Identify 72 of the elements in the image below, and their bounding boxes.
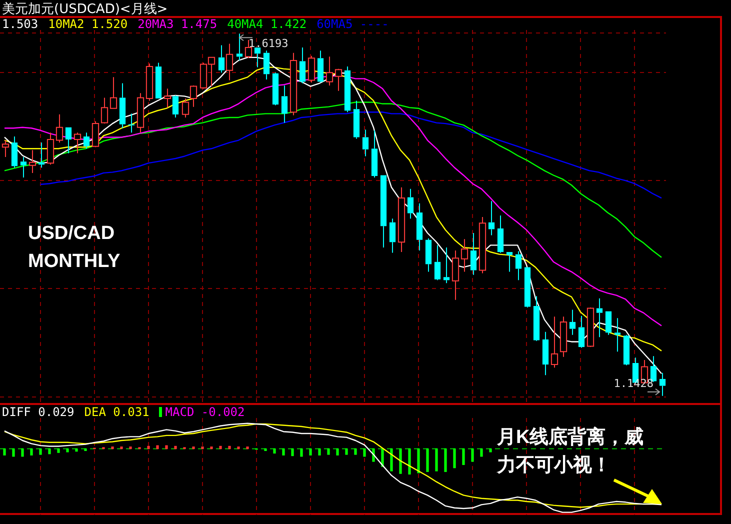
candlestick [46, 132, 54, 166]
candlestick [425, 238, 432, 272]
candlestick [542, 331, 549, 376]
candlestick [353, 100, 360, 140]
text: 10MA2 1.520 [48, 17, 128, 31]
candlestick [434, 244, 441, 281]
text: 20MA3 1.475 [138, 17, 218, 31]
legend-label: MACD -0.002 [165, 405, 245, 419]
candlestick [263, 50, 270, 80]
candlestick [172, 94, 179, 118]
candlestick [334, 68, 342, 92]
candlestick [478, 216, 486, 274]
candlestick [281, 85, 288, 124]
candlestick [20, 156, 27, 178]
candlestick [460, 238, 468, 272]
candlestick [578, 315, 585, 348]
candlestick [371, 130, 378, 178]
candlestick [299, 47, 306, 84]
candlestick [110, 76, 118, 109]
candlestick [190, 85, 198, 108]
candlestick [488, 200, 495, 236]
candlestick [119, 82, 126, 129]
candlestick [452, 250, 460, 300]
candlestick [407, 188, 414, 220]
candlestick [236, 33, 243, 61]
candlestick [128, 113, 135, 134]
candlestick [164, 88, 172, 108]
candlestick [560, 316, 568, 358]
candlestick [506, 252, 513, 272]
candlestick [290, 52, 298, 116]
candlestick [416, 202, 423, 251]
series-label: DEA 0.031 [84, 405, 150, 419]
candlestick [11, 136, 18, 168]
candlestick [470, 232, 477, 276]
candlestick [136, 92, 144, 134]
candlestick [74, 132, 82, 154]
candlestick [344, 66, 351, 113]
candlestick [389, 218, 396, 254]
candlestick [398, 186, 406, 253]
annotation: 1.6193 [248, 36, 288, 50]
candlestick [83, 132, 90, 150]
candlestick [218, 44, 225, 74]
candlestick [226, 43, 234, 81]
candlestick [362, 129, 369, 157]
annotation: 月K线底背离，威力不可小视！ [497, 426, 645, 478]
text: 60MA5 ---- [316, 17, 389, 31]
candlestick [515, 250, 522, 281]
candlestick [533, 296, 540, 342]
candlestick [659, 372, 666, 396]
candlestick [569, 309, 576, 336]
annotation: 1.1428 [614, 377, 654, 390]
candlestick [254, 48, 261, 68]
candlestick [380, 175, 387, 248]
candlestick [443, 246, 450, 284]
candlestick [623, 334, 630, 366]
chart-title: 美元加元(USDCAD)<月线> [2, 1, 168, 18]
candlestick [550, 316, 558, 368]
series-label: DIFF 0.029 [2, 405, 74, 419]
candlestick [596, 298, 603, 338]
candlestick [497, 215, 504, 254]
annotation: USD/CAD MONTHLY [28, 222, 122, 274]
candlestick [614, 318, 621, 352]
candlestick [65, 127, 72, 154]
candlestick [317, 50, 324, 83]
text: 40MA4 1.422 [227, 17, 307, 31]
candlestick [155, 62, 162, 98]
candlestick [605, 311, 612, 336]
candlestick [272, 72, 279, 106]
text: 1.503 [2, 17, 38, 31]
candlestick [326, 56, 334, 86]
candlestick [28, 150, 36, 174]
candlestick [56, 114, 64, 144]
